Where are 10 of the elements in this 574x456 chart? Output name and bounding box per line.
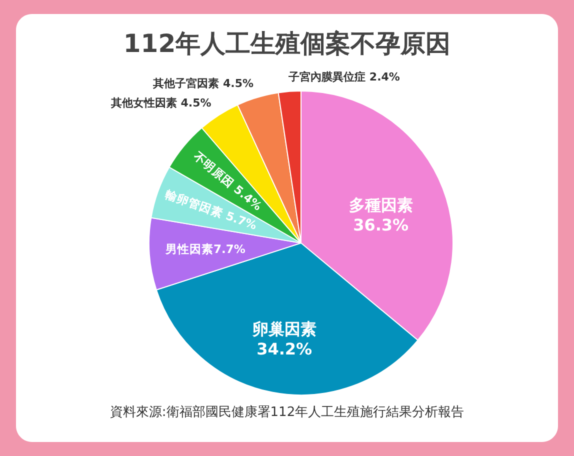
source-note: 資料來源:衛福部國民健康署112年人工生殖施行結果分析報告 xyxy=(110,405,464,420)
slice-label: 男性因素7.7% xyxy=(164,242,246,256)
slice-label: 其他女性因素 4.5% xyxy=(110,96,212,110)
slice-label: 其他子宮因素 4.5% xyxy=(152,76,254,90)
slice-label: 多種因素 xyxy=(348,196,413,215)
data-label: 36.3% xyxy=(353,216,409,235)
data-label: 34.2% xyxy=(256,340,312,359)
chart-title: 112年人工生殖個案不孕原因 xyxy=(123,29,451,58)
slice-label: 子宮內膜異位症 2.4% xyxy=(288,70,400,84)
slice-label: 卵巢因素 xyxy=(251,320,316,339)
